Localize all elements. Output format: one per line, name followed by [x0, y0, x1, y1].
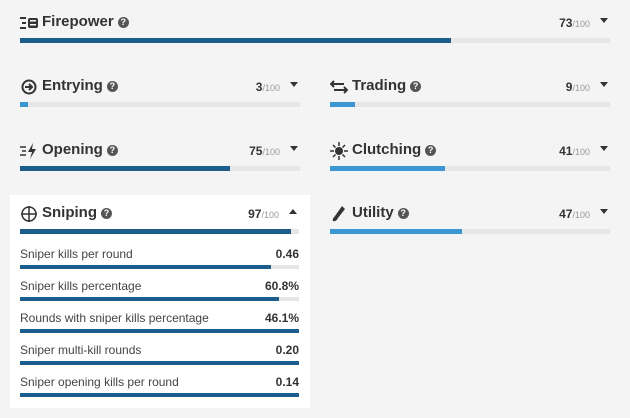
- chevron-down-icon[interactable]: [600, 82, 608, 87]
- firepower-title: Firepower?: [42, 13, 129, 30]
- firepower-card[interactable]: Firepower? 73/100: [20, 0, 610, 48]
- firepower-header[interactable]: Firepower? 73/100: [20, 8, 610, 38]
- sniping-progress-fill: [20, 229, 291, 234]
- utility-progress-fill: [330, 229, 462, 234]
- help-icon[interactable]: ?: [397, 208, 409, 219]
- crosshair-icon: [20, 205, 38, 223]
- stat-fill: [20, 329, 299, 333]
- stat-label: Sniper opening kills per round: [20, 375, 179, 389]
- opening-icon: [20, 142, 38, 160]
- utility-icon: [330, 205, 348, 223]
- stat-label: Sniper kills per round: [20, 247, 133, 261]
- stat-value: 0.46: [275, 247, 299, 261]
- clutching-score: 41/100: [559, 144, 590, 158]
- chevron-down-icon[interactable]: [600, 18, 608, 23]
- trading-progress-track: [330, 102, 610, 107]
- stat-track: [20, 361, 299, 365]
- firepower-icon: [20, 14, 38, 32]
- firepower-score: 73/100: [559, 16, 590, 30]
- chevron-up-icon[interactable]: [289, 209, 297, 214]
- stat-row: Sniper opening kills per round 0.14: [20, 367, 299, 399]
- entrying-score: 3/100: [255, 80, 280, 94]
- sniping-card[interactable]: Sniping? 97/100 Sniper kills per round 0…: [10, 195, 310, 408]
- trading-card[interactable]: Trading? 9/100: [330, 72, 610, 112]
- opening-progress-track: [20, 166, 300, 171]
- utility-progress-track: [330, 229, 610, 234]
- clutching-title: Clutching?: [352, 141, 437, 158]
- firepower-progress-fill: [20, 38, 451, 43]
- stat-value: 0.20: [275, 343, 299, 357]
- trading-score: 9/100: [565, 80, 590, 94]
- utility-card[interactable]: Utility? 47/100: [330, 199, 610, 239]
- opening-score: 75/100: [249, 144, 280, 158]
- opening-progress-fill: [20, 166, 230, 171]
- entrying-title: Entrying?: [42, 77, 118, 94]
- entrying-progress-track: [20, 102, 300, 107]
- utility-score: 47/100: [559, 207, 590, 221]
- sniping-score: 97/100: [248, 207, 279, 221]
- stat-row: Sniper kills percentage 60.8%: [20, 271, 299, 303]
- utility-title: Utility?: [352, 204, 409, 221]
- stat-label: Rounds with sniper kills percentage: [20, 311, 209, 325]
- stat-track: [20, 297, 299, 301]
- opening-card[interactable]: Opening? 75/100: [20, 136, 300, 176]
- entrying-icon: [20, 78, 38, 96]
- help-icon[interactable]: ?: [106, 145, 118, 156]
- stat-value: 46.1%: [264, 311, 299, 325]
- stat-value: 0.14: [275, 375, 299, 389]
- chevron-down-icon[interactable]: [600, 146, 608, 151]
- entrying-card[interactable]: Entrying? 3/100: [20, 72, 300, 112]
- entrying-header[interactable]: Entrying? 3/100: [20, 72, 300, 102]
- stat-fill: [20, 297, 280, 301]
- stat-label: Sniper multi-kill rounds: [20, 343, 142, 357]
- stat-fill: [20, 265, 272, 269]
- chevron-down-icon[interactable]: [600, 209, 608, 214]
- clutching-icon: [330, 142, 348, 160]
- clutching-progress-track: [330, 166, 610, 171]
- sniping-title: Sniping?: [42, 204, 112, 221]
- help-icon[interactable]: ?: [106, 81, 118, 92]
- help-icon[interactable]: ?: [425, 145, 437, 156]
- stat-label: Sniper kills percentage: [20, 279, 142, 293]
- clutching-header[interactable]: Clutching? 41/100: [330, 136, 610, 166]
- opening-header[interactable]: Opening? 75/100: [20, 136, 300, 166]
- chevron-down-icon[interactable]: [290, 146, 298, 151]
- help-icon[interactable]: ?: [117, 17, 129, 28]
- opening-title: Opening?: [42, 141, 118, 158]
- sniping-progress-track: [20, 229, 299, 234]
- stat-track: [20, 393, 299, 397]
- help-icon[interactable]: ?: [410, 81, 422, 92]
- utility-header[interactable]: Utility? 47/100: [330, 199, 610, 229]
- trading-title: Trading?: [352, 77, 422, 94]
- clutching-card[interactable]: Clutching? 41/100: [330, 136, 610, 176]
- stat-value: 60.8%: [264, 279, 299, 293]
- entrying-progress-fill: [20, 102, 29, 107]
- stat-row: Rounds with sniper kills percentage 46.1…: [20, 303, 299, 335]
- chevron-down-icon[interactable]: [290, 82, 298, 87]
- clutching-progress-fill: [330, 166, 445, 171]
- trading-icon: [330, 78, 348, 96]
- stat-row: Sniper kills per round 0.46: [20, 239, 299, 271]
- stat-fill: [20, 361, 299, 365]
- stat-track: [20, 265, 299, 269]
- help-icon[interactable]: ?: [101, 208, 112, 219]
- trading-progress-fill: [330, 102, 356, 107]
- sniping-header[interactable]: Sniping? 97/100: [20, 199, 299, 229]
- firepower-progress-track: [20, 38, 610, 43]
- stat-track: [20, 329, 299, 333]
- stat-row: Sniper multi-kill rounds 0.20: [20, 335, 299, 367]
- trading-header[interactable]: Trading? 9/100: [330, 72, 610, 102]
- stat-fill: [20, 393, 299, 397]
